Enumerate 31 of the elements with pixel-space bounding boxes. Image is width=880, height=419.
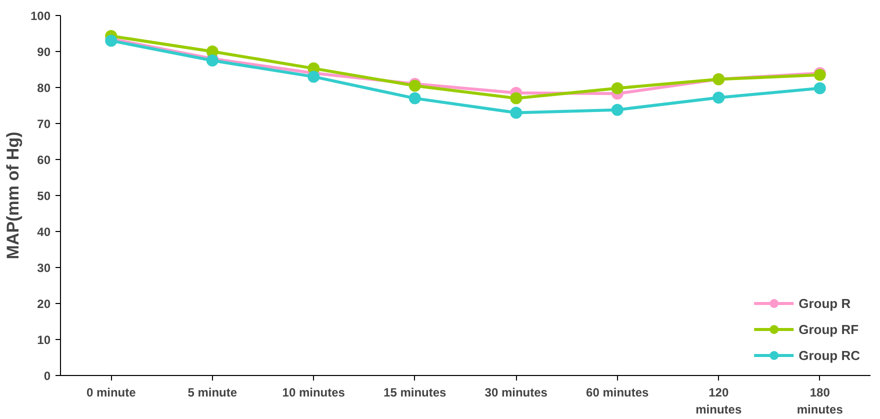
y-tick-label: 60: [37, 153, 51, 167]
point: [814, 82, 826, 94]
legend-label: Group RC: [798, 348, 860, 362]
x-tick-label: 120 minutes: [696, 386, 742, 416]
x-tick-label: 180 minutes: [796, 386, 844, 416]
y-tick-label: 90: [37, 45, 51, 59]
x-tick-label: 10 minutes: [282, 386, 346, 400]
x-tick-label: 0 minute: [86, 386, 136, 400]
y-tick-label: 70: [37, 117, 51, 131]
point: [611, 104, 624, 116]
y-tick-label: 100: [30, 9, 51, 23]
y-axis-title: MAP(mm of Hg): [3, 132, 22, 260]
y-tick-label: 0: [44, 369, 51, 383]
y-tick-label: 30: [37, 261, 51, 275]
x-tick-label: 15 minutes: [384, 386, 447, 400]
y-tick-label: 40: [37, 225, 51, 239]
point: [308, 70, 320, 83]
point: [712, 92, 725, 104]
x-tick-label: 5 minute: [188, 386, 238, 400]
point: [510, 106, 522, 119]
x-tick-label: 60 minutes: [586, 386, 650, 400]
y-tick-label: 50: [37, 189, 51, 203]
y-tick-label: 80: [37, 81, 51, 95]
point: [408, 92, 421, 104]
point: [611, 82, 624, 94]
legend-label: Group RF: [798, 322, 859, 336]
y-tick-label: 10: [37, 333, 51, 347]
y-tick-label: 20: [37, 297, 51, 311]
x-tick-label: 30 minutes: [484, 386, 548, 400]
point: [510, 92, 522, 104]
legend-label: Group R: [798, 296, 851, 310]
